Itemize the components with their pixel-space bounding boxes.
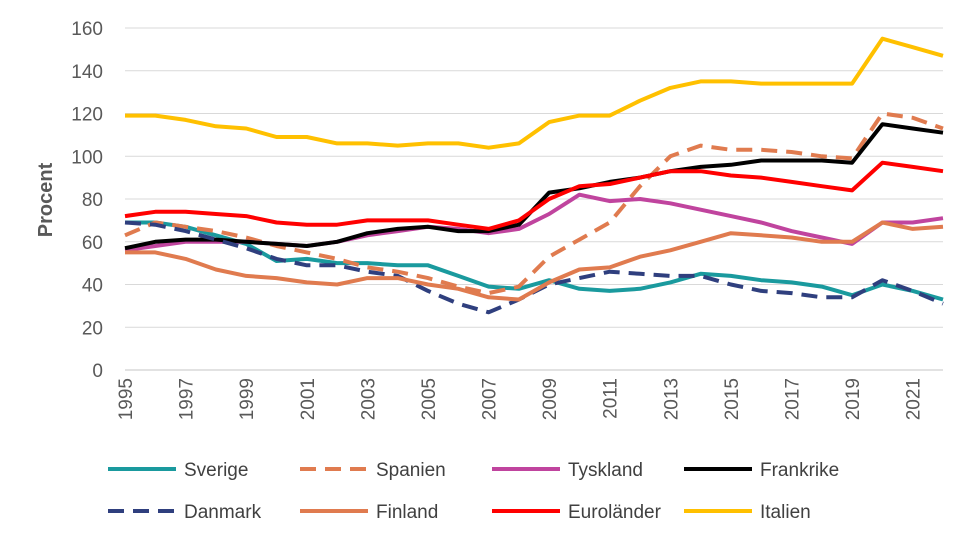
y-tick-label: 100 (71, 147, 103, 168)
y-tick-label: 0 (92, 361, 103, 382)
y-tick-label: 40 (82, 276, 103, 297)
x-tick-label: 2001 (298, 378, 319, 420)
legend-label: Euroländer (568, 502, 662, 523)
x-tick-label: 1995 (116, 378, 137, 420)
y-tick-label: 20 (82, 318, 103, 339)
gridlines (125, 27, 943, 328)
legend: Sverige Spanien Tyskland Frankrike Danmark Fi… (108, 460, 839, 523)
y-axis-label: Procent (35, 162, 57, 237)
x-tick-label: 2009 (540, 378, 561, 420)
series-line-italien (125, 36, 944, 150)
x-tick-label: 2021 (904, 378, 925, 420)
series-line-spanien (124, 111, 944, 296)
x-tick-label: 2003 (358, 378, 379, 420)
x-tick-label: 2013 (661, 378, 682, 420)
x-tick-label: 2011 (601, 378, 622, 419)
y-tick-label: 160 (71, 19, 103, 40)
series-lines (124, 36, 944, 315)
series-line-sverige (125, 220, 944, 302)
x-tick-label: 2019 (843, 378, 864, 420)
x-tick-label: 2007 (480, 378, 501, 420)
y-tick-label: 140 (71, 62, 103, 83)
legend-label: Danmark (184, 502, 262, 523)
y-tick-label: 120 (71, 105, 103, 126)
x-axis-ticks: 1995 1997 1999 2001 2003 2005 2007 2009 2011 2013… (116, 378, 925, 420)
y-tick-label: 60 (82, 233, 103, 254)
x-tick-label: 2017 (783, 378, 804, 420)
series-line-finland (125, 220, 944, 302)
legend-label: Frankrike (760, 460, 839, 481)
y-tick-label: 80 (82, 190, 103, 211)
x-tick-label: 2015 (722, 378, 743, 420)
legend-label: Italien (760, 502, 811, 523)
x-tick-label: 1997 (177, 378, 198, 420)
legend-label: Sverige (184, 460, 248, 481)
x-tick-label: 2005 (419, 378, 440, 420)
legend-label: Tyskland (568, 460, 643, 481)
legend-label: Spanien (376, 460, 446, 481)
series-line-euroländer (124, 160, 944, 231)
legend-label: Finland (376, 502, 438, 523)
x-tick-label: 1999 (237, 378, 258, 420)
y-axis-ticks: 0 20 40 60 80 100 120 140 160 (71, 19, 103, 382)
